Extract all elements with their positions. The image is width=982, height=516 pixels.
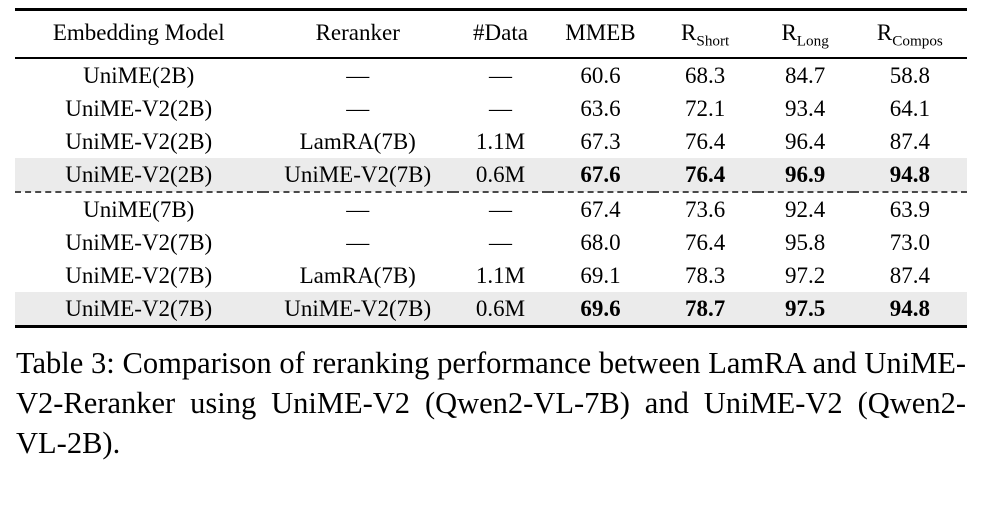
column-header-subscript: Long (796, 32, 829, 50)
table-cell: UniME-V2(2B) (65, 128, 213, 154)
table-cell: UniME(7B) (15, 191, 263, 227)
table-cell: 1.1M (475, 262, 526, 288)
table-cell: — (489, 229, 512, 255)
table-cell: 87.4 (889, 128, 930, 154)
table-cell: 1.1M (475, 128, 526, 154)
table-cell: UniME-V2(7B) (262, 292, 453, 327)
table-body: UniME(2B) — —60.6 68.3 84.7 58.8 UniME-V2(2B) —… (15, 58, 967, 327)
table-cell: — (262, 191, 453, 227)
table-cell: 68.0 (580, 229, 621, 255)
table-cell: 69.6 (548, 292, 653, 327)
table-cell: 76.4 (652, 158, 758, 193)
table-cell: 69.1 (580, 262, 621, 288)
table-cell: — (346, 95, 370, 121)
table-row: UniME-V2(7B) — — 68.0 76.4 95.8 73.0 (15, 226, 967, 259)
table-cell: — (489, 62, 512, 88)
table-row: UniME-V2(7B) UniME-V2(7B) 0.6M 69.6 78.7 97.5… (15, 292, 967, 327)
table-cell: — (346, 62, 370, 88)
table-cell: — (452, 191, 549, 227)
table-cell: 78.7 (652, 292, 758, 327)
table-cell: 73.6 (652, 191, 758, 227)
column-header: RCompos (852, 9, 967, 59)
table-cell: 92.4 (757, 191, 853, 227)
table-cell: 97.2 (785, 262, 826, 288)
table-row: UniME-V2(2B) UniME-V2(7B) 0.6M 67.6 76.4 96.9… (15, 158, 967, 193)
table-cell: 67.6 (548, 158, 653, 193)
column-header: #Data (452, 9, 549, 59)
table-cell: UniME-V2(2B) (15, 158, 263, 193)
table-cell: 76.4 (685, 229, 726, 255)
table-cell: UniME-V2(7B) (15, 292, 263, 327)
table-cell: 60.6 (580, 62, 621, 88)
table-cell: LamRA(7B) (299, 262, 416, 288)
table-cell: 78.3 (685, 262, 726, 288)
table-header: Embedding Model Reranker #Data MMEB RShort RL… (15, 9, 967, 59)
table-cell: 87.4 (889, 262, 930, 288)
table-cell: 73.0 (889, 229, 930, 255)
column-header-subscript: Compos (892, 32, 943, 50)
table-cell: 58.8 (889, 62, 930, 88)
table-cell: 0.6M (452, 292, 549, 327)
table-cell: UniME-V2(7B) (65, 262, 213, 288)
table-cell: — (346, 229, 370, 255)
table-cell: 0.6M (452, 158, 549, 193)
table-cell: UniME(2B) (83, 62, 195, 88)
table-cell: 76.4 (685, 128, 726, 154)
column-header: Reranker (262, 9, 453, 59)
table-cell: LamRA(7B) (299, 128, 416, 154)
table-cell: UniME-V2(2B) (65, 95, 213, 121)
table-cell: UniME-V2(7B) (65, 229, 213, 255)
table-row: UniME-V2(2B) LamRA(7B) 1.1M 67.3 76.4 96.4 87.… (15, 125, 967, 158)
column-header: Embedding Model (15, 9, 263, 59)
table-cell: UniME-V2(7B) (262, 158, 453, 193)
table-cell: 64.1 (889, 95, 930, 121)
results-table: Embedding Model Reranker #Data MMEB RShort RL… (15, 8, 967, 329)
column-header-subscript: Short (696, 32, 730, 50)
table-cell: 94.8 (852, 292, 967, 327)
table-caption: Table 3: Comparison of reranking perform… (16, 346, 966, 461)
table-cell: 72.1 (685, 95, 726, 121)
table-cell: 96.9 (757, 158, 853, 193)
table-row: UniME(7B) — —67.4 73.6 92.4 63.9 (15, 191, 967, 227)
column-header: RLong (757, 9, 853, 59)
table-cell: 67.4 (548, 191, 653, 227)
table-cell: 95.8 (785, 229, 826, 255)
table-row: UniME-V2(2B) — — 63.6 72.1 93.4 64.1 (15, 92, 967, 125)
table-row: UniME(2B) — — 60.6 68.3 84.7 58.8 (15, 58, 967, 92)
table-row: UniME-V2(7B) LamRA(7B) 1.1M 69.1 78.3 97.2 87.… (15, 259, 967, 292)
table-cell: 96.4 (785, 128, 826, 154)
table-cell: — (489, 95, 512, 121)
table-cell: 67.3 (580, 128, 621, 154)
table-cell: 63.9 (852, 191, 967, 227)
table-cell: 63.6 (580, 95, 621, 121)
column-header: MMEB (548, 9, 653, 59)
column-header: RShort (652, 9, 758, 59)
table-cell: 97.5 (757, 292, 853, 327)
table-cell: 93.4 (785, 95, 826, 121)
table-cell: 84.7 (785, 62, 826, 88)
table-cell: 94.8 (852, 158, 967, 193)
header-row: Embedding Model Reranker #Data MMEB RShort RL… (15, 9, 967, 59)
table-cell: 68.3 (685, 62, 726, 88)
